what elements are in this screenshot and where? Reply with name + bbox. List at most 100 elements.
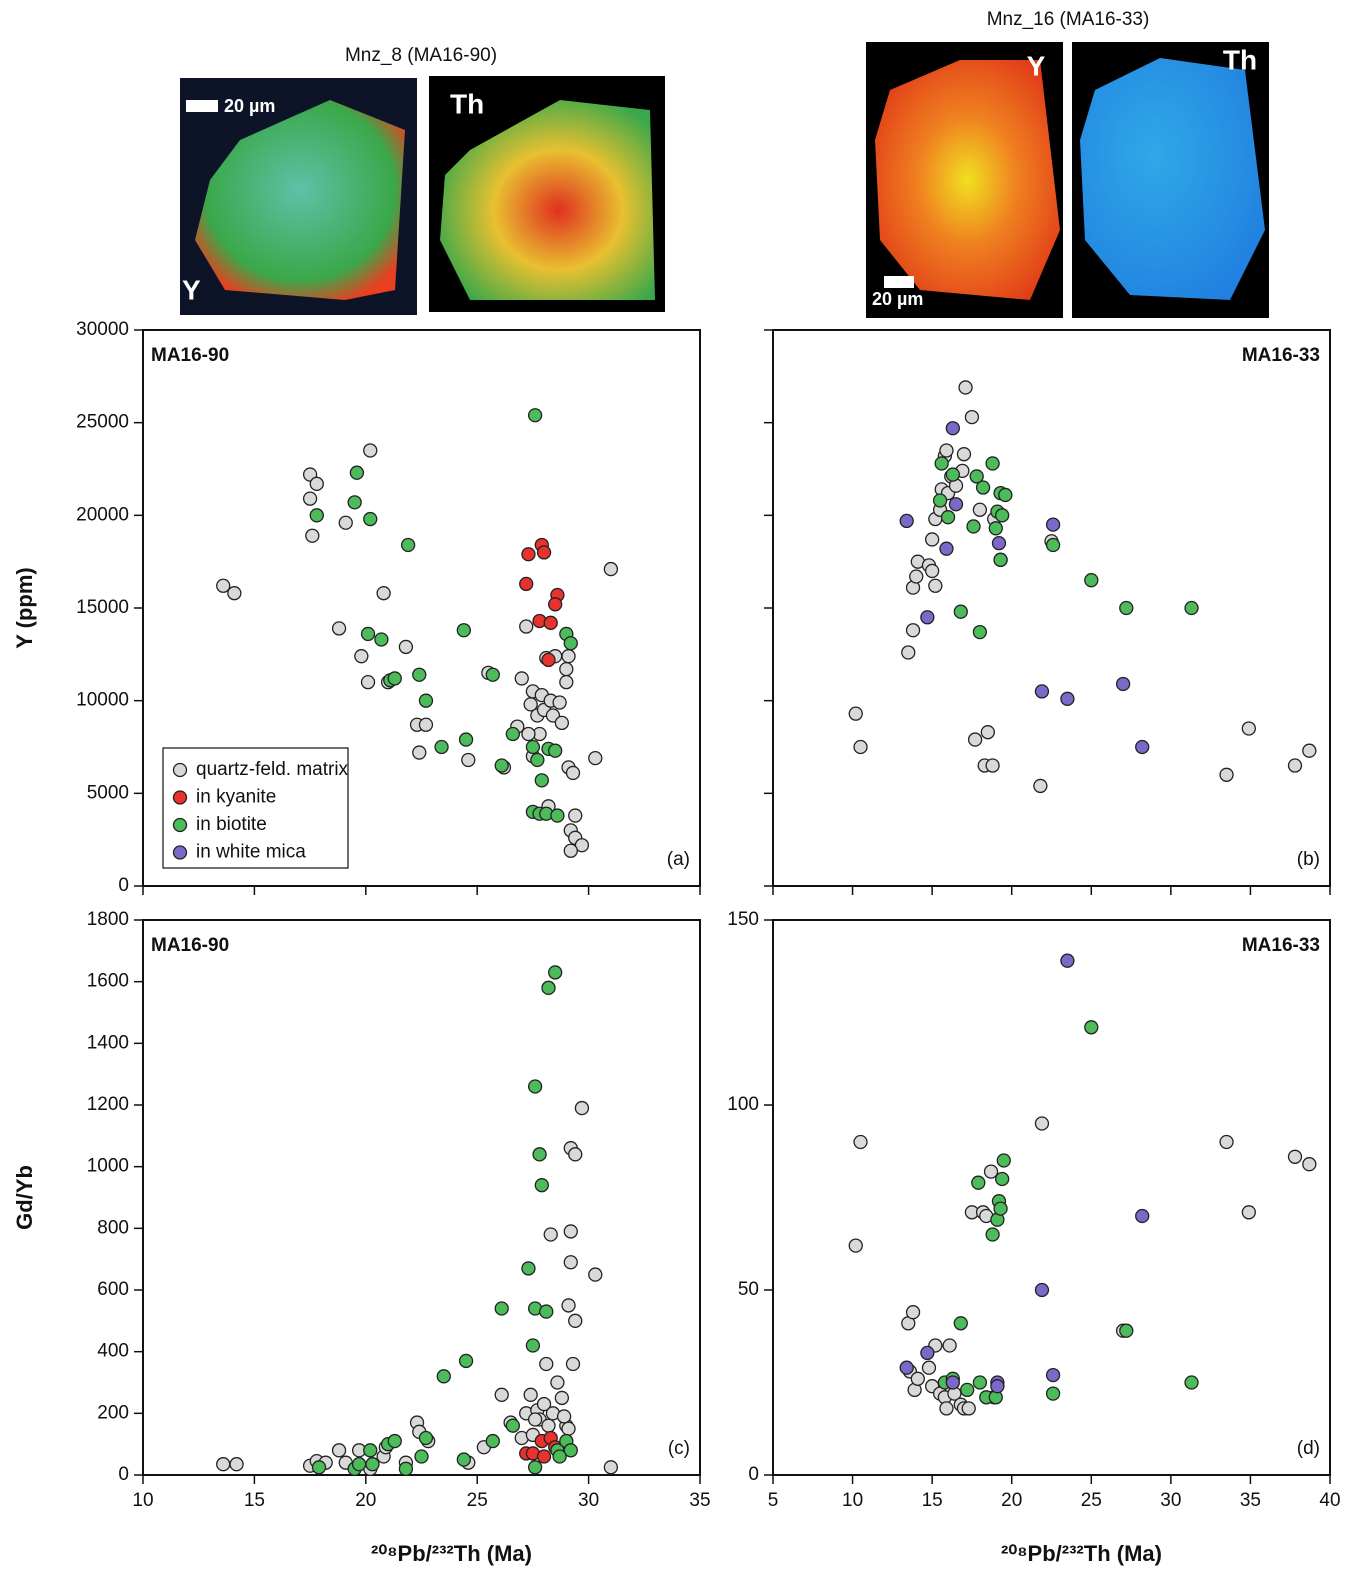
data-point <box>402 538 415 551</box>
data-point <box>986 759 999 772</box>
data-point <box>531 753 544 766</box>
data-point <box>542 1419 555 1432</box>
data-point <box>849 1239 862 1252</box>
data-point <box>973 503 986 516</box>
data-point <box>228 587 241 600</box>
data-point <box>560 663 573 676</box>
data-point <box>946 422 959 435</box>
image-title: Mnz_16 (MA16-33) <box>987 9 1150 30</box>
data-point <box>486 668 499 681</box>
data-point <box>544 616 557 629</box>
data-point <box>959 381 972 394</box>
data-point <box>940 444 953 457</box>
data-point <box>1120 1324 1133 1337</box>
data-point <box>1035 1117 1048 1130</box>
data-point <box>1061 692 1074 705</box>
image-title: Mnz_8 (MA16-90) <box>345 45 497 66</box>
data-point <box>333 622 346 635</box>
data-point <box>991 1380 1004 1393</box>
plot-frame <box>773 330 1330 886</box>
data-point <box>560 676 573 689</box>
data-point <box>569 1148 582 1161</box>
data-point <box>415 1450 428 1463</box>
y-tick-label: 150 <box>727 909 759 930</box>
data-point <box>535 1179 548 1192</box>
data-point <box>940 542 953 555</box>
data-point <box>965 411 978 424</box>
y-tick-label: 0 <box>118 875 129 896</box>
map-label: Th <box>1223 44 1257 75</box>
data-point <box>977 481 990 494</box>
data-point <box>900 1361 913 1374</box>
data-point <box>907 1306 920 1319</box>
plot-frame <box>143 920 700 1475</box>
data-point <box>515 672 528 685</box>
data-point <box>569 809 582 822</box>
data-point <box>954 605 967 618</box>
data-point <box>529 1080 542 1093</box>
data-point <box>533 1148 546 1161</box>
panel-label: (b) <box>1297 849 1320 870</box>
x-tick-label: 25 <box>1081 1490 1102 1511</box>
data-point <box>1117 677 1130 690</box>
data-point <box>946 1376 959 1389</box>
data-point <box>567 766 580 779</box>
data-point <box>506 728 519 741</box>
data-point <box>1047 538 1060 551</box>
y-tick-label: 15000 <box>76 597 129 618</box>
data-point <box>310 477 323 490</box>
data-point <box>996 1173 1009 1186</box>
data-point <box>967 520 980 533</box>
data-point <box>1220 1136 1233 1149</box>
data-point <box>495 1302 508 1315</box>
data-point <box>564 1256 577 1269</box>
data-point <box>362 627 375 640</box>
scale-label: 20 µm <box>872 289 923 309</box>
data-point <box>969 733 982 746</box>
data-point <box>1085 574 1098 587</box>
data-point <box>520 577 533 590</box>
data-point <box>957 448 970 461</box>
data-point <box>1047 1387 1060 1400</box>
data-point <box>366 1458 379 1471</box>
y-tick-label: 10000 <box>76 690 129 711</box>
data-point <box>929 579 942 592</box>
data-point <box>399 640 412 653</box>
data-point <box>854 1136 867 1149</box>
x-axis-label: ²⁰⁸Pb/²³²Th (Ma) <box>371 1541 532 1566</box>
data-point <box>529 1461 542 1474</box>
data-point <box>362 676 375 689</box>
data-point <box>413 746 426 759</box>
data-point <box>972 1176 985 1189</box>
data-point <box>535 774 548 787</box>
x-tick-label: 25 <box>467 1490 488 1511</box>
data-point <box>564 1225 577 1238</box>
data-point <box>460 733 473 746</box>
data-point <box>353 1458 366 1471</box>
data-point <box>388 1435 401 1448</box>
data-point <box>457 1453 470 1466</box>
data-point <box>419 718 432 731</box>
data-point <box>999 488 1012 501</box>
data-point <box>217 1458 230 1471</box>
data-point <box>555 1391 568 1404</box>
data-point <box>921 1346 934 1359</box>
panel-title: MA16-33 <box>1242 935 1320 956</box>
y-tick-label: 100 <box>727 1094 759 1115</box>
data-point <box>575 1102 588 1115</box>
x-tick-label: 15 <box>244 1490 265 1511</box>
data-point <box>994 1202 1007 1215</box>
data-point <box>1035 1284 1048 1297</box>
data-point <box>551 1376 564 1389</box>
x-tick-label: 35 <box>1240 1490 1261 1511</box>
x-tick-label: 20 <box>1001 1490 1022 1511</box>
data-point <box>604 1461 617 1474</box>
data-point <box>564 844 577 857</box>
y-tick-label: 50 <box>738 1279 759 1300</box>
data-point <box>526 741 539 754</box>
data-point <box>994 553 1007 566</box>
y-tick-label: 0 <box>748 1464 759 1485</box>
data-point <box>506 1419 519 1432</box>
data-point <box>364 1444 377 1457</box>
data-point <box>524 1388 537 1401</box>
